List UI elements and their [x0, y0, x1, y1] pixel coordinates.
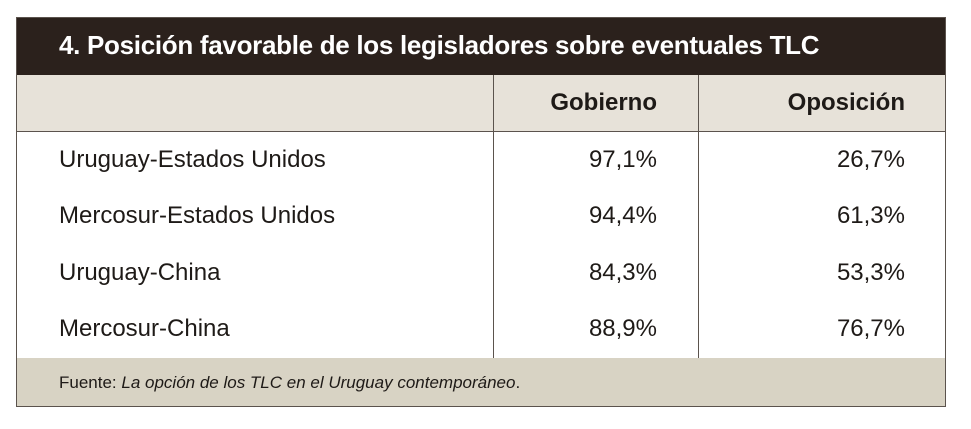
source-note: Fuente: La opción de los TLC en el Urugu…	[59, 373, 520, 393]
table-row: Uruguay-Estados Unidos 97,1% 26,7%	[17, 132, 945, 190]
table-row: Uruguay-China 84,3% 53,3%	[17, 245, 945, 303]
row-label: Uruguay-Estados Unidos	[59, 146, 326, 173]
table-row: Mercosur-Estados Unidos 94,4% 61,3%	[17, 188, 945, 246]
gobierno-value: 97,1%	[588, 146, 657, 173]
gobierno-value: 88,9%	[588, 315, 657, 342]
source-prefix: Fuente:	[59, 373, 122, 392]
table-footer: Fuente: La opción de los TLC en el Urugu…	[17, 358, 945, 406]
row-label: Mercosur-China	[59, 315, 230, 342]
oposicion-value: 61,3%	[836, 202, 905, 229]
oposicion-value: 76,7%	[836, 315, 905, 342]
column-header-gobierno: Gobierno	[550, 89, 657, 116]
table-title-bar: 4. Posición favorable de los legisladore…	[17, 18, 945, 75]
gobierno-value: 84,3%	[588, 259, 657, 286]
source-title: La opción de los TLC en el Uruguay conte…	[121, 373, 516, 392]
column-divider	[698, 75, 699, 358]
row-label: Mercosur-Estados Unidos	[59, 202, 336, 229]
table-row: Mercosur-China 88,9% 76,7%	[17, 301, 945, 359]
column-divider	[493, 75, 494, 358]
oposicion-value: 53,3%	[836, 259, 905, 286]
row-label: Uruguay-China	[59, 259, 221, 286]
table-frame: 4. Posición favorable de los legisladore…	[16, 17, 946, 407]
source-suffix: .	[515, 373, 521, 392]
table-header-row: Gobierno Oposición	[17, 75, 945, 132]
table-title: 4. Posición favorable de los legisladore…	[59, 30, 820, 60]
gobierno-value: 94,4%	[588, 202, 657, 229]
column-header-oposicion: Oposición	[787, 89, 905, 116]
oposicion-value: 26,7%	[836, 146, 905, 173]
